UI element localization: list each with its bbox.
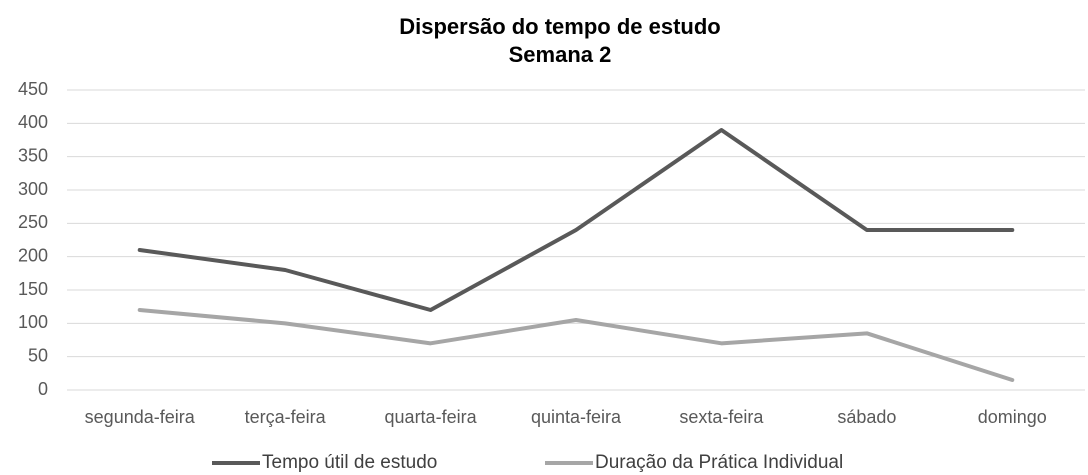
y-tick-label: 200 [18,245,48,265]
y-tick-label: 0 [38,379,48,399]
y-tick-label: 450 [18,79,48,99]
legend-label: Tempo útil de estudo [262,452,437,473]
y-tick-label: 400 [18,112,48,132]
series-line [137,128,1015,312]
y-tick-label: 350 [18,145,48,165]
x-tick-label: quinta-feira [531,407,622,427]
y-tick-label: 50 [28,345,48,365]
x-tick-label: terça-feira [245,407,327,427]
x-tick-label: sexta-feira [679,407,764,427]
x-tick-label: domingo [978,407,1047,427]
y-tick-label: 100 [18,312,48,332]
legend-label: Duração da Prática Individual [595,452,843,473]
y-tick-label: 300 [18,179,48,199]
y-tick-label: 250 [18,212,48,232]
series-line [137,308,1015,382]
chart-title: Dispersão do tempo de estudo [399,14,721,39]
x-tick-label: sábado [837,407,896,427]
y-tick-label: 150 [18,279,48,299]
chart-subtitle: Semana 2 [509,42,612,67]
x-tick-label: segunda-feira [85,407,196,427]
x-tick-label: quarta-feira [385,407,478,427]
